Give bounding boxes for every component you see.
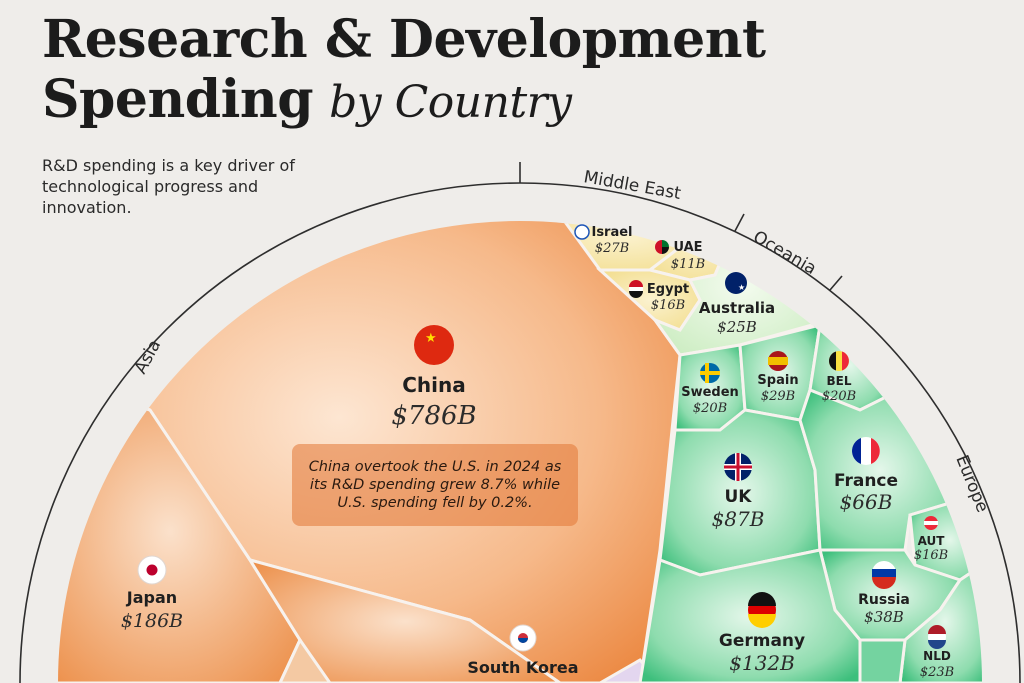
label-aut-value: $16B xyxy=(914,548,948,563)
tick-oceania-europe xyxy=(829,275,843,291)
svg-text:★: ★ xyxy=(425,331,437,346)
label-uae-value: $11B xyxy=(671,257,705,272)
svg-text:★: ★ xyxy=(738,283,745,292)
cell-europe-edge xyxy=(858,638,907,683)
label-nld-name: NLD xyxy=(923,649,951,663)
label-aut-name: AUT xyxy=(918,534,946,548)
label-germany-name: Germany xyxy=(719,631,805,651)
title-spending: Spending xyxy=(42,69,314,130)
page-subtitle: Spending by Country xyxy=(42,70,572,133)
egypt-flag-icon xyxy=(629,280,643,298)
china-flag-icon: ★ xyxy=(414,325,454,365)
uk-flag-icon xyxy=(724,453,752,481)
uae-flag-icon xyxy=(655,240,669,254)
south-korea-flag-icon xyxy=(509,624,537,652)
israel-flag-icon xyxy=(574,224,590,240)
france-flag-icon xyxy=(852,437,880,465)
tick-me-oceania xyxy=(734,213,745,232)
annotation-text: China overtook the U.S. in 2024 as its R… xyxy=(308,459,562,511)
austria-flag-icon xyxy=(924,516,938,530)
region-label-europe: Europe xyxy=(951,452,992,515)
label-russia-value: $38B xyxy=(864,608,904,626)
label-israel-value: $27B xyxy=(595,241,629,256)
germany-flag-icon xyxy=(748,592,776,628)
label-japan-name: Japan xyxy=(126,588,177,607)
netherlands-flag-icon xyxy=(928,625,946,649)
label-sweden-name: Sweden xyxy=(681,385,739,400)
cell-asia-small xyxy=(277,637,333,683)
label-australia-name: Australia xyxy=(699,299,775,317)
region-label-oceania: Oceania xyxy=(750,227,820,279)
russia-flag-icon xyxy=(872,561,896,589)
cell-nld xyxy=(898,557,982,683)
label-egypt-value: $16B xyxy=(651,298,685,313)
label-uk-value: $87B xyxy=(712,507,765,531)
label-uae-name: UAE xyxy=(673,240,702,255)
label-china-value: $786B xyxy=(391,401,476,431)
label-russia-name: Russia xyxy=(858,592,910,608)
region-label-middle-east: Middle East xyxy=(582,167,683,204)
label-egypt-name: Egypt xyxy=(647,282,689,297)
label-japan-value: $186B xyxy=(121,610,183,632)
label-spain-name: Spain xyxy=(757,373,798,388)
label-uk-name: UK xyxy=(725,487,753,507)
label-south-korea-name: South Korea xyxy=(467,658,578,677)
sweden-flag-icon xyxy=(700,363,720,383)
spain-flag-icon xyxy=(768,351,788,371)
belgium-flag-icon xyxy=(829,351,849,371)
region-label-asia: Asia xyxy=(131,336,165,377)
outer-arc xyxy=(19,162,1021,683)
page-title: Research & Development xyxy=(42,9,766,70)
label-nld-value: $23B xyxy=(920,665,954,680)
label-australia-value: $25B xyxy=(717,318,757,336)
annotation-box: China overtook the U.S. in 2024 as its R… xyxy=(292,444,578,526)
japan-flag-icon xyxy=(137,555,167,585)
label-spain-value: $29B xyxy=(761,389,795,404)
label-france-value: $66B xyxy=(840,490,893,514)
label-sweden-value: $20B xyxy=(693,401,727,416)
intro-text: R&D spending is a key driver of technolo… xyxy=(42,156,295,217)
label-bel-value: $20B xyxy=(822,389,856,404)
title-by-country: by Country xyxy=(329,77,572,128)
country-labels: China $786B Japan $186B South Korea Isra… xyxy=(121,225,954,680)
flags: ★ ★ xyxy=(137,224,946,652)
label-bel-name: BEL xyxy=(827,374,852,388)
label-germany-value: $132B xyxy=(729,651,795,675)
australia-flag-icon: ★ xyxy=(725,272,747,294)
label-israel-name: Israel xyxy=(591,225,632,240)
label-china-name: China xyxy=(402,373,466,397)
label-france-name: France xyxy=(834,471,898,491)
